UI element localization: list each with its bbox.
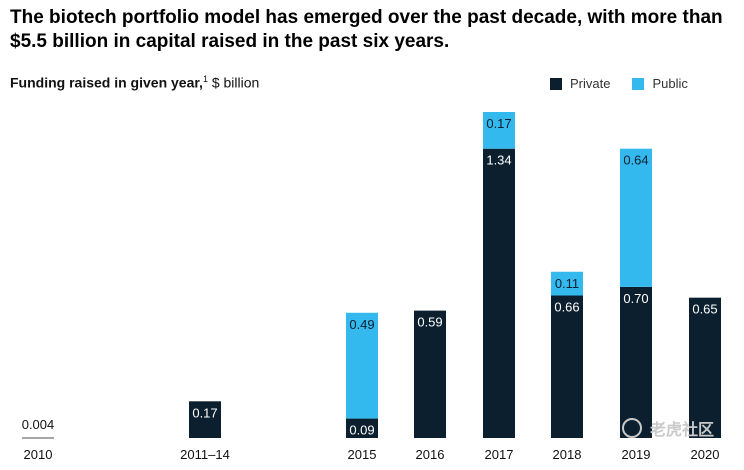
data-label-public-2015: 0.49	[349, 317, 374, 332]
x-tick-label-2020: 2020	[691, 447, 720, 462]
bar-private-2018	[551, 295, 583, 438]
legend-swatch-public	[632, 77, 645, 90]
x-tick-label-2017: 2017	[485, 447, 514, 462]
bar-private-2016	[414, 310, 446, 438]
data-label-public-2018: 0.11	[555, 276, 579, 291]
x-tick-label-2015: 2015	[348, 447, 377, 462]
data-label-private-2010: 0.004	[22, 417, 55, 432]
data-label-private-2015: 0.09	[349, 423, 374, 438]
legend-item-private: Private	[550, 76, 610, 91]
legend-swatch-private	[550, 77, 562, 90]
data-label-private-2018: 0.66	[554, 300, 579, 315]
x-tick-label-2016: 2016	[416, 447, 445, 462]
data-label-private-2011-14: 0.17	[192, 405, 217, 420]
data-label-private-2017: 1.34	[486, 153, 511, 168]
data-label-private-2020: 0.65	[692, 302, 717, 317]
chart-legend: Private Public	[550, 76, 710, 91]
watermark: 老虎社区	[622, 416, 714, 440]
bar-private-2020	[689, 297, 721, 438]
bar-public-2019	[620, 148, 652, 287]
data-label-public-2019: 0.64	[623, 153, 648, 168]
watermark-text: 老虎社区	[650, 422, 715, 439]
bar-public-2015	[346, 312, 378, 419]
x-tick-label-2019: 2019	[622, 447, 651, 462]
tiger-paw-icon	[622, 418, 642, 438]
chart-subtitle: Funding raised in given year,1 $ billion	[10, 74, 259, 91]
bar-public-2017	[483, 112, 515, 149]
data-label-private-2016: 0.59	[417, 315, 442, 330]
x-tick-label-2011-14: 2011–14	[180, 447, 230, 462]
bar-private-2017	[483, 148, 515, 439]
chart-headline: The biotech portfolio model has emerged …	[10, 7, 723, 52]
subtitle-footnote: 1	[202, 74, 208, 84]
bar-public-2018	[551, 271, 583, 296]
x-tick-label-2018: 2018	[553, 447, 582, 462]
data-label-public-2017: 0.17	[486, 116, 511, 131]
bar-private-2011-14	[189, 401, 221, 438]
x-tick-label-2010: 2010	[24, 447, 53, 462]
data-label-private-2019: 0.70	[623, 291, 648, 306]
subtitle-label: Funding raised in given year,	[10, 74, 203, 91]
bar-private-2019	[620, 286, 652, 438]
legend-label-public: Public	[652, 76, 688, 91]
legend-label-private: Private	[570, 76, 611, 91]
legend-item-public: Public	[632, 76, 688, 91]
subtitle-unit: $ billion	[207, 74, 260, 91]
bar-private-2015	[346, 418, 378, 438]
